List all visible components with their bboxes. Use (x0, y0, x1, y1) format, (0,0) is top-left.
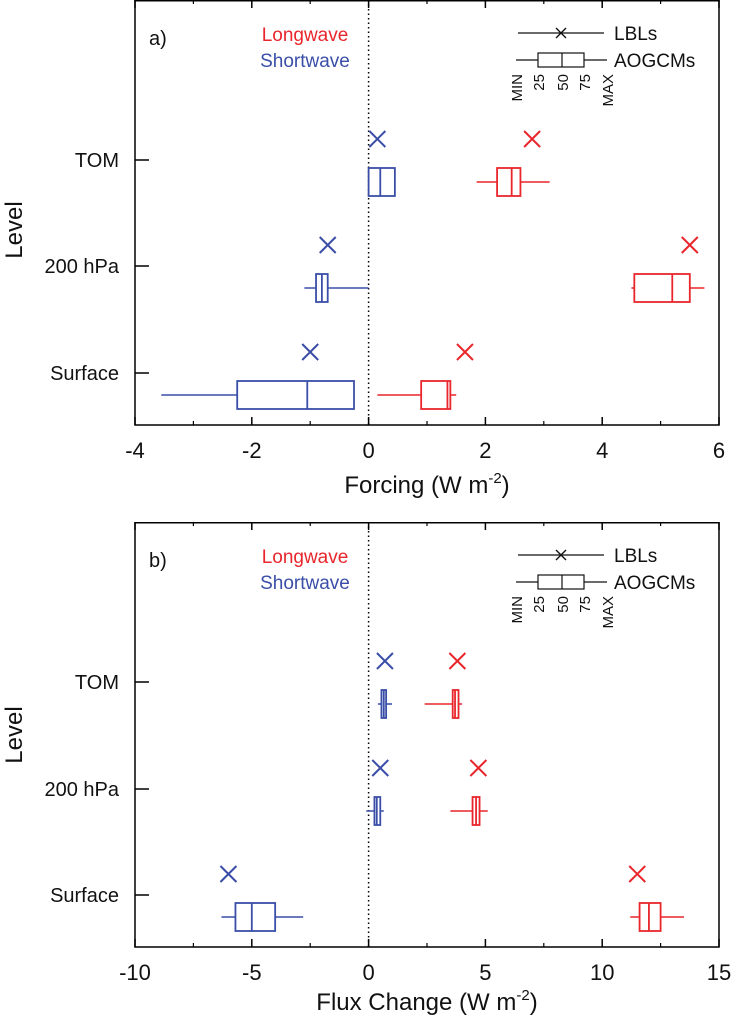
shortwave-tom-box (367, 167, 396, 197)
legend-stat-label: 50 (555, 596, 572, 613)
longwave-surface-lbl-marker (628, 865, 646, 883)
x-tick-label: 6 (713, 438, 725, 463)
x-tick-label: 15 (707, 960, 731, 985)
legend-lbl-marker (555, 549, 567, 561)
legend-aogcm-text: AOGCMs (614, 51, 695, 72)
longwave-surface-box (420, 380, 452, 410)
legend-stat-label: MIN (509, 74, 526, 102)
legend-longwave: Longwave (262, 547, 349, 568)
y-category-label: Surface (50, 363, 119, 385)
y-category-label: TOM (75, 672, 119, 694)
shortwave-200-hpa-lbl-marker (319, 236, 337, 254)
legend-stat-label: MIN (509, 596, 526, 624)
legend-aogcm-box (537, 574, 585, 590)
x-tick-label: -5 (242, 960, 262, 985)
x-axis-label-sup: -2 (488, 470, 501, 487)
y-axis-label: Level (1, 706, 28, 763)
shortwave-surface-lbl-marker (301, 343, 319, 361)
x-axis-label-close: ) (502, 472, 510, 499)
x-tick-label: -4 (125, 438, 145, 463)
panel-label: a) (149, 28, 167, 50)
longwave-200-hpa-box (633, 273, 691, 303)
x-tick-label: 0 (362, 438, 374, 463)
y-category-label: Surface (50, 885, 119, 907)
longwave-tom-lbl-marker (448, 652, 467, 670)
legend-shortwave: Shortwave (260, 573, 350, 594)
longwave-tom-lbl-marker (523, 130, 541, 148)
x-axis-label: Flux Change (W m-2) (316, 987, 537, 1016)
y-category-label: 200 hPa (44, 779, 119, 801)
legend-stat-label: 25 (531, 596, 548, 613)
legend-aogcm-text: AOGCMs (614, 573, 695, 594)
legend-stat-label: 50 (555, 74, 572, 91)
longwave-surface-lbl-marker (456, 343, 474, 361)
shortwave-surface-lbl-marker (219, 865, 238, 883)
x-tick-label: -10 (119, 960, 151, 985)
shortwave-200-hpa-lbl-marker (371, 759, 389, 777)
x-tick-label: 5 (479, 960, 491, 985)
legend-shortwave: Shortwave (260, 51, 350, 72)
x-tick-label: 2 (479, 438, 491, 463)
legend-lbl-marker (555, 27, 567, 39)
x-tick-label: 10 (590, 960, 614, 985)
legend-stat-label: MAX (600, 74, 617, 107)
longwave-tom-box (496, 167, 522, 197)
shortwave-surface-box (234, 902, 277, 932)
y-category-label: TOM (75, 150, 119, 172)
legend-lbl-text: LBLs (614, 546, 657, 567)
x-axis-label-sup: -2 (516, 987, 529, 1004)
y-axis-label: Level (1, 201, 28, 258)
x-tick-label: -2 (242, 438, 262, 463)
y-category-label: 200 hPa (44, 256, 119, 278)
legend-stat-label: MAX (600, 596, 617, 629)
legend-aogcm-box (537, 52, 585, 68)
x-axis-label-main: Flux Change (W m (316, 989, 516, 1016)
x-axis-label: Forcing (W m-2) (344, 470, 509, 499)
longwave-surface-box (638, 902, 662, 932)
panel-b: -10 -5 0 5 10 15 TOM 200 hPa Surface Flux Change … (1, 522, 731, 1016)
x-tick-label: 4 (596, 438, 608, 463)
legend-stat-label: 75 (577, 596, 594, 613)
legend-lbl-text: LBLs (614, 24, 657, 45)
legend-stat-label: 75 (577, 74, 594, 91)
longwave-200-hpa-lbl-marker (469, 759, 488, 777)
panel-label: b) (149, 550, 167, 572)
longwave-200-hpa-lbl-marker (681, 236, 699, 254)
legend-longwave: Longwave (262, 25, 349, 46)
shortwave-tom-lbl-marker (376, 652, 394, 670)
legend-stat-label: 25 (531, 74, 548, 91)
x-axis-label-close: ) (530, 989, 538, 1016)
x-axis-label-main: Forcing (W m (344, 472, 488, 499)
shortwave-tom-lbl-marker (368, 130, 387, 148)
x-tick-label: 0 (362, 960, 374, 985)
shortwave-surface-box (236, 380, 355, 410)
